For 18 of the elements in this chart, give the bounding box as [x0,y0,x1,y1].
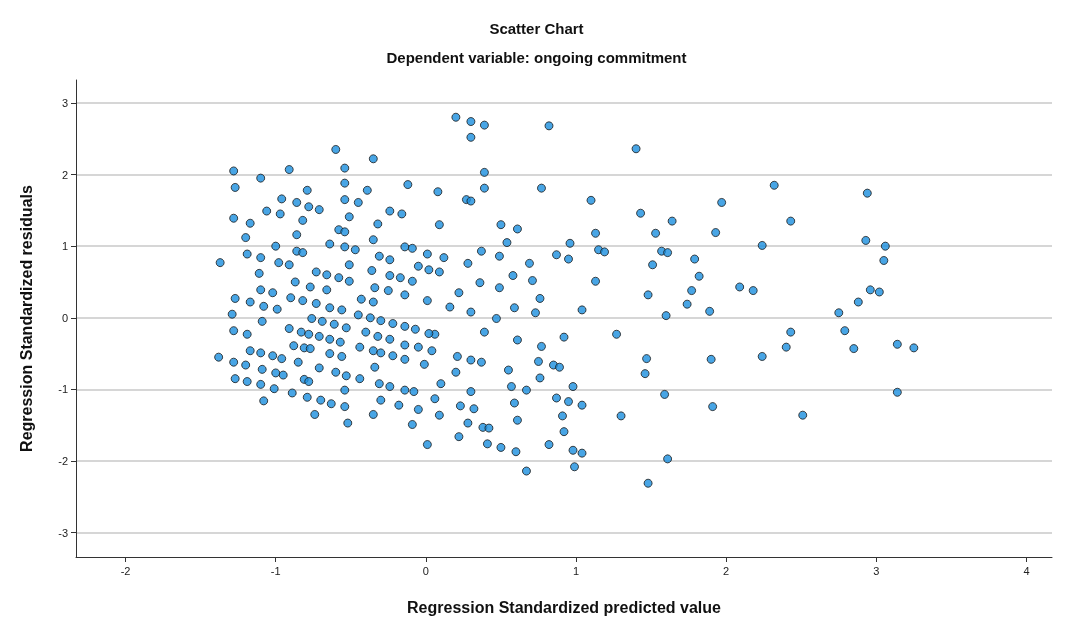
x-tick-label: 1 [572,564,580,577]
y-tick-label: -2 [58,455,68,468]
y-tick-label: 0 [61,311,68,324]
chart-title: Scatter Chart [489,20,584,37]
x-tick-label: 4 [1023,564,1030,577]
x-tick-label: 2 [723,564,730,577]
y-axis-title: Regression Standardized residuals [17,185,35,452]
y-tick-label: -3 [58,526,68,539]
x-axis-title: Regression Standardized predicted value [407,598,722,616]
y-tick-label: 2 [61,168,68,181]
x-tick-label: 3 [873,564,880,577]
y-tick-label: 1 [61,240,68,253]
chart-subtitle: Dependent variable: ongoing commitment [386,49,687,66]
y-tick-label: -1 [58,383,68,396]
x-tick-label: -2 [120,564,131,577]
x-tick-label: 0 [422,564,429,577]
x-tick-label: -1 [270,564,281,577]
y-tick-label: 3 [61,96,68,109]
